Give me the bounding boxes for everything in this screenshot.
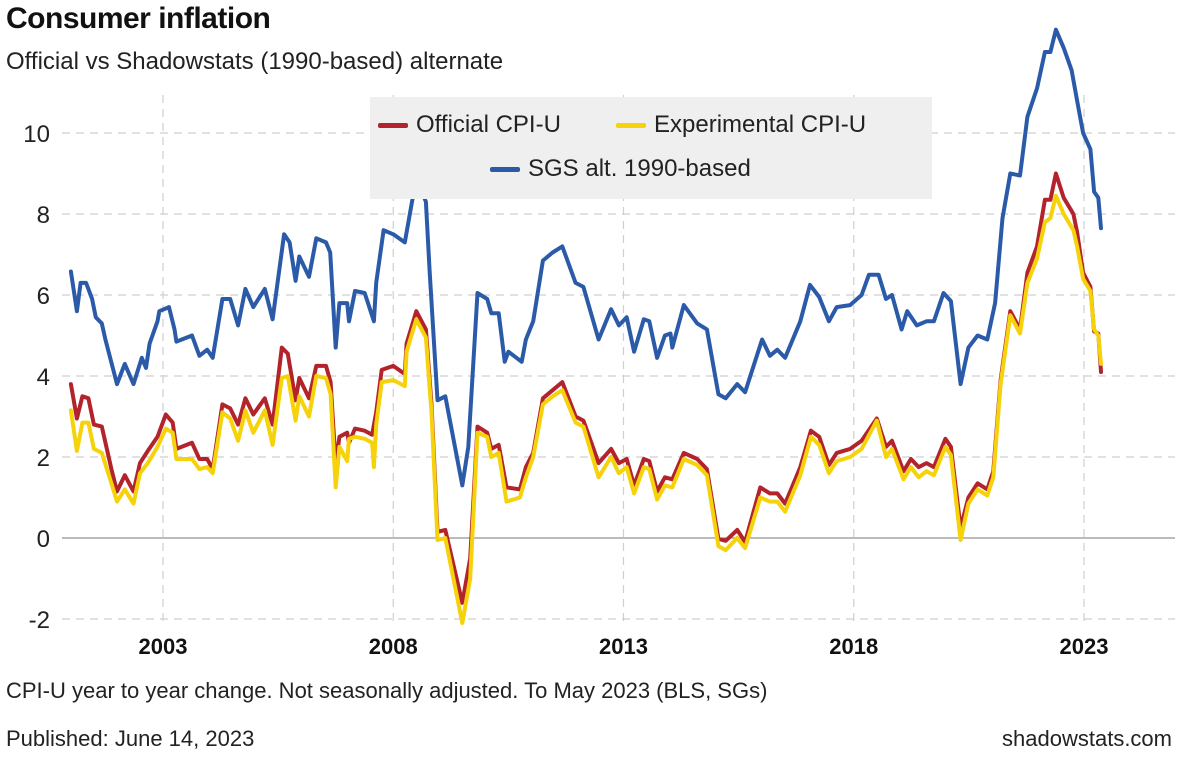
y-tick-label: 4 (37, 364, 50, 391)
legend-label: Experimental CPI-U (654, 111, 867, 138)
source-credit: shadowstats.com (1002, 726, 1172, 751)
y-tick-label: 2 (37, 445, 50, 472)
y-tick-label: 0 (37, 526, 50, 553)
legend-swatch-official (378, 122, 408, 128)
legend-swatch-experimental (616, 122, 646, 128)
x-tick-label: 2018 (829, 634, 878, 659)
legend-item-experimental: Experimental CPI-U (616, 111, 866, 139)
x-tick-label: 2013 (599, 634, 648, 659)
series-line-experimental (68, 193, 1103, 625)
x-tick-label: 2008 (369, 634, 418, 659)
legend: Official CPI-U Experimental CPI-U SGS al… (370, 97, 932, 199)
series-line-sgs (68, 27, 1103, 488)
legend-swatch-sgs (490, 166, 520, 172)
legend-label: SGS alt. 1990-based (528, 155, 751, 182)
y-tick-label: -2 (29, 607, 50, 634)
y-tick-label: 8 (37, 202, 50, 229)
x-tick-label: 2003 (139, 634, 188, 659)
legend-label: Official CPI-U (416, 111, 561, 138)
published-date: Published: June 14, 2023 (6, 726, 255, 751)
legend-item-official: Official CPI-U (378, 111, 561, 139)
x-tick-label: 2023 (1060, 634, 1109, 659)
chart-subtitle: Official vs Shadowstats (1990-based) alt… (6, 48, 504, 75)
y-tick-label: 10 (23, 121, 50, 148)
y-tick-label: 6 (37, 283, 50, 310)
footnote: CPI-U year to year change. Not seasonall… (6, 678, 768, 703)
legend-item-sgs: SGS alt. 1990-based (490, 155, 751, 183)
chart-title: Consumer inflation (6, 2, 271, 35)
